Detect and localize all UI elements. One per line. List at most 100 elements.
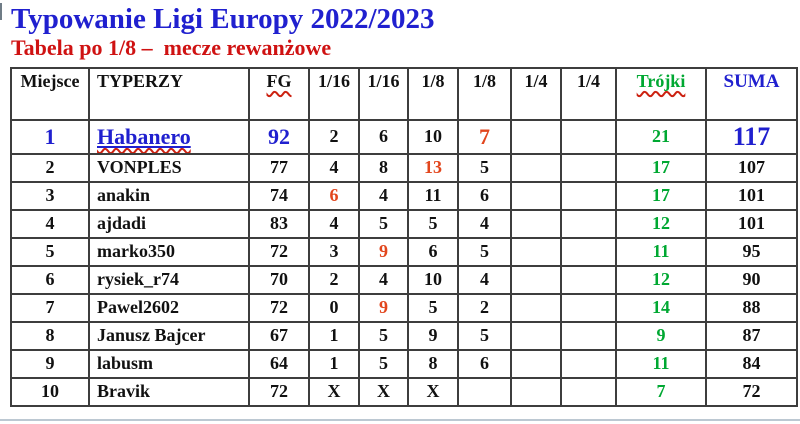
player-name[interactable]: Habanero bbox=[97, 124, 191, 149]
cell-value: 7 bbox=[479, 123, 490, 149]
cell-typerzy: Bravik bbox=[88, 376, 250, 407]
cell-r14a bbox=[510, 264, 562, 295]
cell-value: 9 bbox=[379, 297, 388, 318]
cell-r116b: 6 bbox=[358, 118, 409, 155]
cell-r14b bbox=[560, 152, 617, 183]
table-row: 4 ajdadi 83 4 5 5 4 12 101 bbox=[10, 208, 798, 239]
cell-value: 3 bbox=[45, 185, 55, 206]
cell-fg: 72 bbox=[248, 292, 310, 323]
cell-suma: 117 bbox=[705, 118, 798, 155]
cell-fg: 83 bbox=[248, 208, 310, 239]
cell-value: 4 bbox=[480, 269, 489, 290]
table-row: 7 Pawel2602 72 0 9 5 2 14 88 bbox=[10, 292, 798, 323]
cell-value: 4 bbox=[379, 185, 388, 206]
column-header-fg: FG bbox=[248, 66, 310, 121]
cell-r116b: 5 bbox=[358, 320, 409, 351]
cell-trojki: 12 bbox=[615, 208, 707, 239]
cell-miejsce: 5 bbox=[10, 236, 90, 267]
cell-suma: 88 bbox=[705, 292, 798, 323]
cell-trojki: 9 bbox=[615, 320, 707, 351]
cell-r116a: 6 bbox=[308, 180, 360, 211]
player-name: Janusz Bajcer bbox=[97, 325, 206, 346]
cell-value: 70 bbox=[270, 269, 288, 290]
cell-value: 84 bbox=[742, 353, 761, 374]
cell-value: 8 bbox=[45, 325, 55, 346]
cell-miejsce: 4 bbox=[10, 208, 90, 239]
cell-value: 4 bbox=[329, 157, 339, 178]
player-name: anakin bbox=[97, 185, 151, 206]
cell-value: 10 bbox=[424, 126, 442, 147]
cell-fg: 70 bbox=[248, 264, 310, 295]
window-edge-artifact bbox=[0, 3, 2, 20]
cell-r116a: 0 bbox=[308, 292, 360, 323]
cell-r116a: 4 bbox=[308, 152, 360, 183]
cell-value: 5 bbox=[45, 241, 55, 262]
cell-value: 74 bbox=[270, 185, 288, 206]
cell-r18a: 5 bbox=[407, 292, 459, 323]
column-header-r116b: 1/16 bbox=[358, 66, 409, 121]
cell-value: 2 bbox=[480, 297, 489, 318]
cell-typerzy: Janusz Bajcer bbox=[88, 320, 250, 351]
cell-value: 64 bbox=[270, 353, 288, 374]
cell-value: 9 bbox=[379, 241, 388, 262]
cell-suma: 90 bbox=[705, 264, 798, 295]
column-header-r14b: 1/4 bbox=[560, 66, 617, 121]
cell-r18a: 5 bbox=[407, 208, 459, 239]
cell-typerzy: marko350 bbox=[88, 236, 250, 267]
cell-r18b: 4 bbox=[457, 208, 512, 239]
player-name: Pawel2602 bbox=[97, 297, 179, 318]
cell-r18b: 2 bbox=[457, 292, 512, 323]
cell-fg: 67 bbox=[248, 320, 310, 351]
cell-r14b bbox=[560, 264, 617, 295]
cell-value: 88 bbox=[742, 297, 761, 318]
cell-r18b bbox=[457, 376, 512, 407]
cell-value: 4 bbox=[329, 213, 339, 234]
cell-typerzy: labusm bbox=[88, 348, 250, 379]
column-header-label: Miejsce bbox=[20, 70, 80, 91]
cell-value: 3 bbox=[329, 241, 339, 262]
cell-r18b: 5 bbox=[457, 320, 512, 351]
cell-trojki: 11 bbox=[615, 348, 707, 379]
player-name-link[interactable]: Habanero bbox=[97, 123, 191, 149]
column-header-r14a: 1/4 bbox=[510, 66, 562, 121]
cell-fg: 72 bbox=[248, 376, 310, 407]
cell-value: 8 bbox=[428, 353, 438, 374]
cell-fg: 74 bbox=[248, 180, 310, 211]
cell-value: 9 bbox=[428, 325, 438, 346]
cell-miejsce: 9 bbox=[10, 348, 90, 379]
cell-r18b: 4 bbox=[457, 264, 512, 295]
cell-value: 77 bbox=[270, 157, 288, 178]
cell-r14b bbox=[560, 208, 617, 239]
cell-r14a bbox=[510, 376, 562, 407]
cell-value: 13 bbox=[424, 157, 442, 178]
cell-suma: 72 bbox=[705, 376, 798, 407]
cell-value: 4 bbox=[480, 213, 489, 234]
cell-value: 6 bbox=[45, 269, 55, 290]
cell-value: 117 bbox=[732, 121, 771, 151]
cell-value: 95 bbox=[742, 241, 761, 262]
cell-value: 83 bbox=[270, 213, 288, 234]
column-header-label: 1/8 bbox=[472, 70, 496, 91]
cell-value: 9 bbox=[656, 325, 666, 346]
column-header-label: 1/16 bbox=[317, 70, 350, 91]
cell-value: 5 bbox=[379, 325, 388, 346]
cell-suma: 84 bbox=[705, 348, 798, 379]
cell-r18b: 5 bbox=[457, 236, 512, 267]
table-row: 6 rysiek_r74 70 2 4 10 4 12 90 bbox=[10, 264, 798, 295]
table-row: 1 Habanero 92 2 6 10 7 21 117 bbox=[10, 118, 798, 155]
page-subtitle: Tabela po 1/8 – mecze rewanżowe bbox=[11, 35, 332, 61]
cell-r116a: 4 bbox=[308, 208, 360, 239]
cell-r14b bbox=[560, 292, 617, 323]
cell-suma: 101 bbox=[705, 208, 798, 239]
cell-value: 6 bbox=[329, 185, 339, 206]
player-name: rysiek_r74 bbox=[97, 269, 179, 290]
table-row: 5 marko350 72 3 9 6 5 11 95 bbox=[10, 236, 798, 267]
cell-r14a bbox=[510, 152, 562, 183]
cell-value: 2 bbox=[329, 269, 339, 290]
cell-r14b bbox=[560, 376, 617, 407]
cell-r14a bbox=[510, 320, 562, 351]
column-header-label: 1/8 bbox=[421, 70, 445, 91]
cell-r14b bbox=[560, 236, 617, 267]
cell-r116b: X bbox=[358, 376, 409, 407]
cell-trojki: 21 bbox=[615, 118, 707, 155]
